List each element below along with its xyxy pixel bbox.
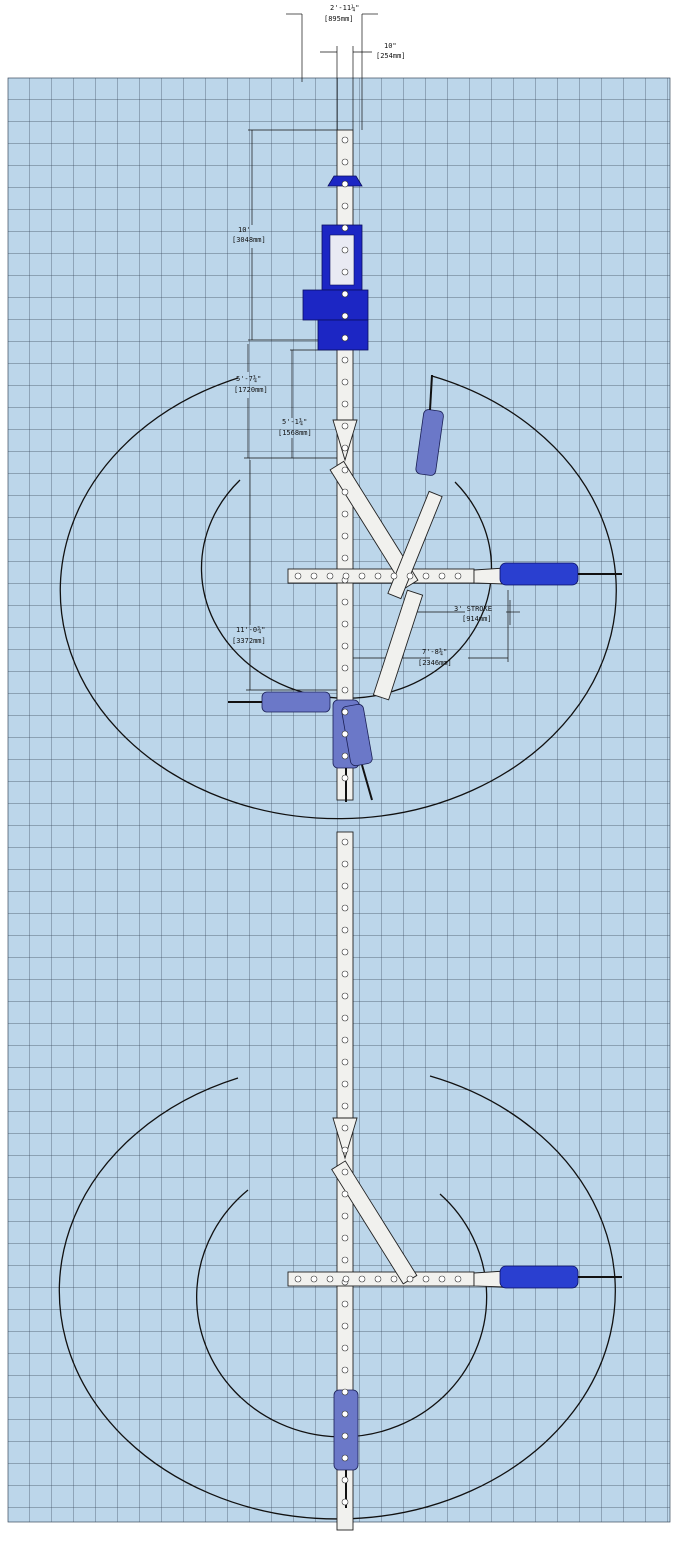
hole [327, 1276, 333, 1282]
hole [423, 1276, 429, 1282]
hole [342, 1015, 348, 1021]
hole [359, 573, 365, 579]
hole [342, 269, 348, 275]
hole [295, 573, 301, 579]
hole [342, 291, 348, 297]
dimension-metric: [3372mm] [232, 637, 266, 645]
hole [342, 313, 348, 319]
hole [342, 1323, 348, 1329]
hole [342, 1037, 348, 1043]
hole [343, 1276, 349, 1282]
hole [391, 573, 397, 579]
dimension-metric: [254mm] [376, 52, 406, 60]
hole [342, 1235, 348, 1241]
dimension-imperial: 2'-11¼" [330, 4, 360, 12]
hole [342, 621, 348, 627]
hole [342, 137, 348, 143]
hole [342, 1191, 348, 1197]
hole [342, 159, 348, 165]
hole [342, 1477, 348, 1483]
hole [342, 949, 348, 955]
hole [342, 1301, 348, 1307]
dimension-metric: [895mm] [324, 15, 354, 23]
dimension-imperial: 7'-8¾" [422, 648, 447, 656]
hole [455, 573, 461, 579]
hole [342, 247, 348, 253]
hole [311, 1276, 317, 1282]
hole [342, 511, 348, 517]
hole [342, 599, 348, 605]
hole [375, 573, 381, 579]
hole [439, 573, 445, 579]
dimension-imperial: 11'-0¾" [236, 626, 266, 634]
hole [342, 927, 348, 933]
hole [342, 467, 348, 473]
hole [342, 861, 348, 867]
hole [342, 1389, 348, 1395]
hole [342, 883, 348, 889]
hole [342, 445, 348, 451]
hole [342, 839, 348, 845]
hole [359, 1276, 365, 1282]
hole [342, 1213, 348, 1219]
page: 2'-11¼" [895mm] 10" [254mm] 10' [3048mm]… [0, 0, 677, 1551]
hole [342, 401, 348, 407]
hole [342, 225, 348, 231]
dimension-imperial: 5'-1¾" [282, 418, 307, 426]
hole [342, 1059, 348, 1065]
hole [342, 489, 348, 495]
hole [342, 1455, 348, 1461]
dimension-imperial: 5'-7¾" [236, 375, 261, 383]
hole [391, 1276, 397, 1282]
hole [342, 1147, 348, 1153]
hole [342, 971, 348, 977]
hole [342, 775, 348, 781]
dimension-metric: [1720mm] [234, 386, 268, 394]
hole [342, 1257, 348, 1263]
hole [375, 1276, 381, 1282]
hole [342, 1411, 348, 1417]
hole [342, 1103, 348, 1109]
dimension-metric: [914mm] [462, 615, 492, 623]
hole [295, 1276, 301, 1282]
hole [342, 1367, 348, 1373]
hole [342, 709, 348, 715]
hole [342, 687, 348, 693]
hole [342, 731, 348, 737]
hole [342, 423, 348, 429]
hole [342, 181, 348, 187]
dimension-metric: [3048mm] [232, 236, 266, 244]
hole [343, 573, 349, 579]
hole [342, 753, 348, 759]
hole [407, 1276, 413, 1282]
dimension-imperial: 10" [384, 42, 397, 50]
hole [342, 665, 348, 671]
hole [311, 573, 317, 579]
hole [342, 1433, 348, 1439]
dimension-metric: [1568mm] [278, 429, 312, 437]
hole [342, 203, 348, 209]
dimension-imperial: 10' [238, 226, 251, 234]
hole [342, 1499, 348, 1505]
hole [342, 533, 348, 539]
hole [455, 1276, 461, 1282]
hole [342, 1125, 348, 1131]
hole [342, 905, 348, 911]
dimension-imperial: 3' STROKE [454, 605, 492, 613]
drawing: 2'-11¼" [895mm] 10" [254mm] 10' [3048mm]… [0, 0, 677, 1551]
hole [407, 573, 413, 579]
hole [342, 1345, 348, 1351]
hole [327, 573, 333, 579]
hole [342, 993, 348, 999]
hole [342, 1169, 348, 1175]
hole [342, 357, 348, 363]
hole [342, 379, 348, 385]
hole [342, 643, 348, 649]
hole [342, 1081, 348, 1087]
hole [423, 573, 429, 579]
hole [439, 1276, 445, 1282]
hole [342, 335, 348, 341]
hole [342, 555, 348, 561]
